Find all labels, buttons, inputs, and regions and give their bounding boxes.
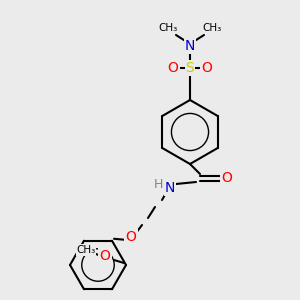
Text: S: S (186, 61, 194, 75)
Text: O: O (168, 61, 178, 75)
Text: O: O (100, 249, 110, 263)
Text: CH₃: CH₃ (76, 245, 96, 255)
Text: O: O (126, 230, 136, 244)
Text: O: O (222, 171, 232, 185)
Text: H: H (153, 178, 163, 190)
Text: N: N (185, 39, 195, 53)
Text: O: O (202, 61, 212, 75)
Text: N: N (165, 181, 175, 195)
Text: CH₃: CH₃ (158, 23, 178, 33)
Text: CH₃: CH₃ (202, 23, 222, 33)
